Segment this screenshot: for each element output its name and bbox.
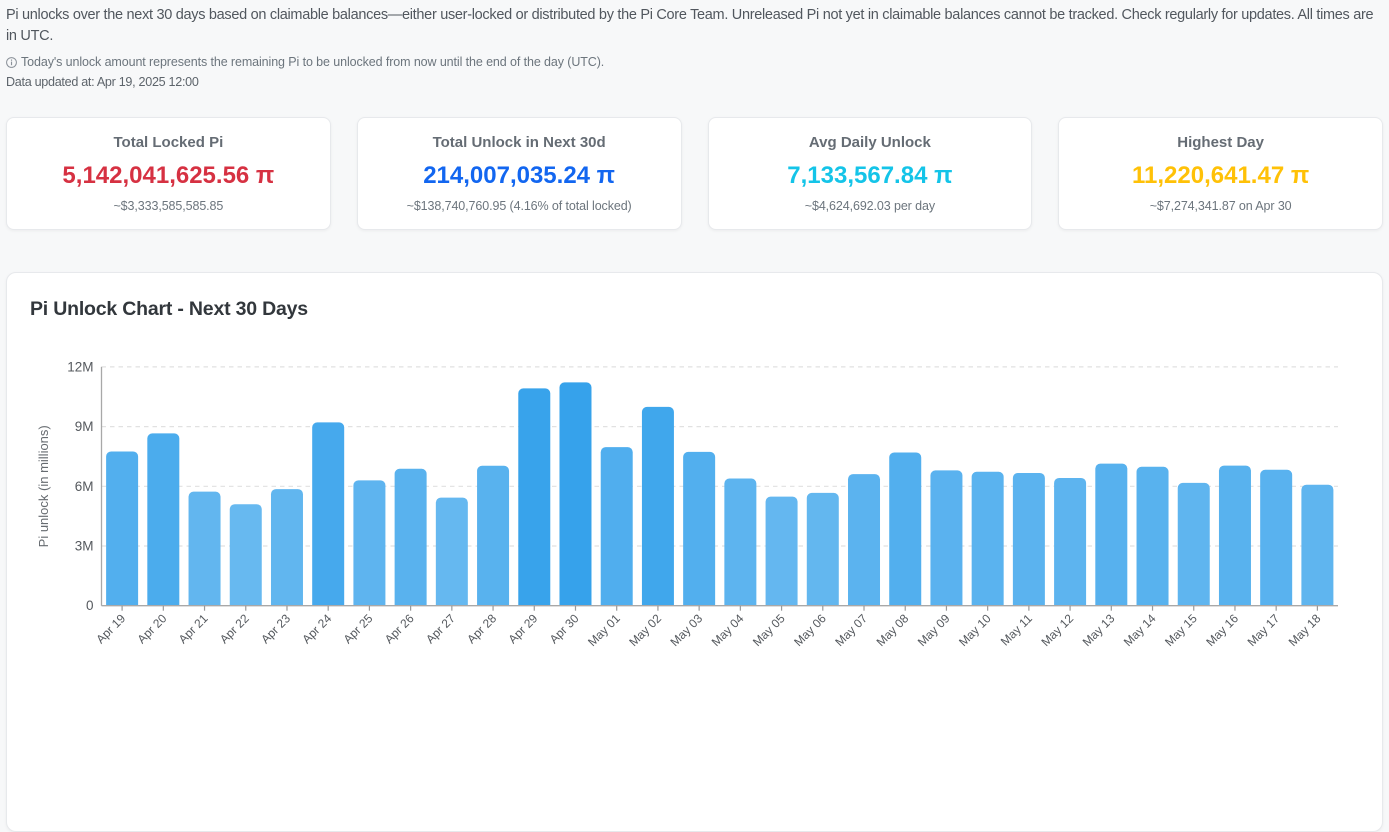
svg-text:0: 0 xyxy=(86,598,94,613)
svg-text:May 03: May 03 xyxy=(668,611,706,649)
svg-text:Apr 29: Apr 29 xyxy=(505,611,540,646)
svg-text:12M: 12M xyxy=(67,359,93,374)
svg-text:May 08: May 08 xyxy=(874,611,912,649)
svg-text:May 10: May 10 xyxy=(956,611,994,649)
svg-text:May 04: May 04 xyxy=(709,611,747,649)
svg-text:May 02: May 02 xyxy=(626,611,664,649)
svg-text:9M: 9M xyxy=(75,419,94,434)
svg-text:Apr 27: Apr 27 xyxy=(423,611,458,646)
svg-text:May 09: May 09 xyxy=(915,611,953,649)
svg-text:May 14: May 14 xyxy=(1121,611,1159,649)
svg-text:Apr 20: Apr 20 xyxy=(135,611,170,646)
svg-text:Apr 21: Apr 21 xyxy=(176,611,211,646)
svg-text:May 05: May 05 xyxy=(750,611,788,649)
svg-text:Apr 22: Apr 22 xyxy=(217,611,252,646)
svg-text:Apr 26: Apr 26 xyxy=(382,611,417,646)
svg-text:May 17: May 17 xyxy=(1245,611,1283,649)
svg-text:May 16: May 16 xyxy=(1203,611,1241,649)
svg-text:Apr 30: Apr 30 xyxy=(547,611,582,646)
svg-text:May 07: May 07 xyxy=(832,611,870,649)
svg-text:Apr 19: Apr 19 xyxy=(93,611,128,646)
svg-text:May 13: May 13 xyxy=(1080,611,1118,649)
svg-text:Apr 25: Apr 25 xyxy=(341,611,376,646)
svg-text:Apr 28: Apr 28 xyxy=(464,611,499,646)
svg-text:3M: 3M xyxy=(75,538,94,553)
svg-text:May 12: May 12 xyxy=(1038,611,1076,649)
svg-text:Apr 23: Apr 23 xyxy=(258,611,293,646)
svg-text:Pi unlock (in millions): Pi unlock (in millions) xyxy=(36,425,51,547)
svg-text:May 18: May 18 xyxy=(1286,611,1324,649)
svg-text:May 15: May 15 xyxy=(1162,611,1200,649)
svg-text:May 11: May 11 xyxy=(998,611,1035,648)
svg-text:6M: 6M xyxy=(75,478,94,493)
svg-text:May 01: May 01 xyxy=(585,611,623,649)
svg-text:Apr 24: Apr 24 xyxy=(299,611,334,646)
svg-text:May 06: May 06 xyxy=(791,611,829,649)
